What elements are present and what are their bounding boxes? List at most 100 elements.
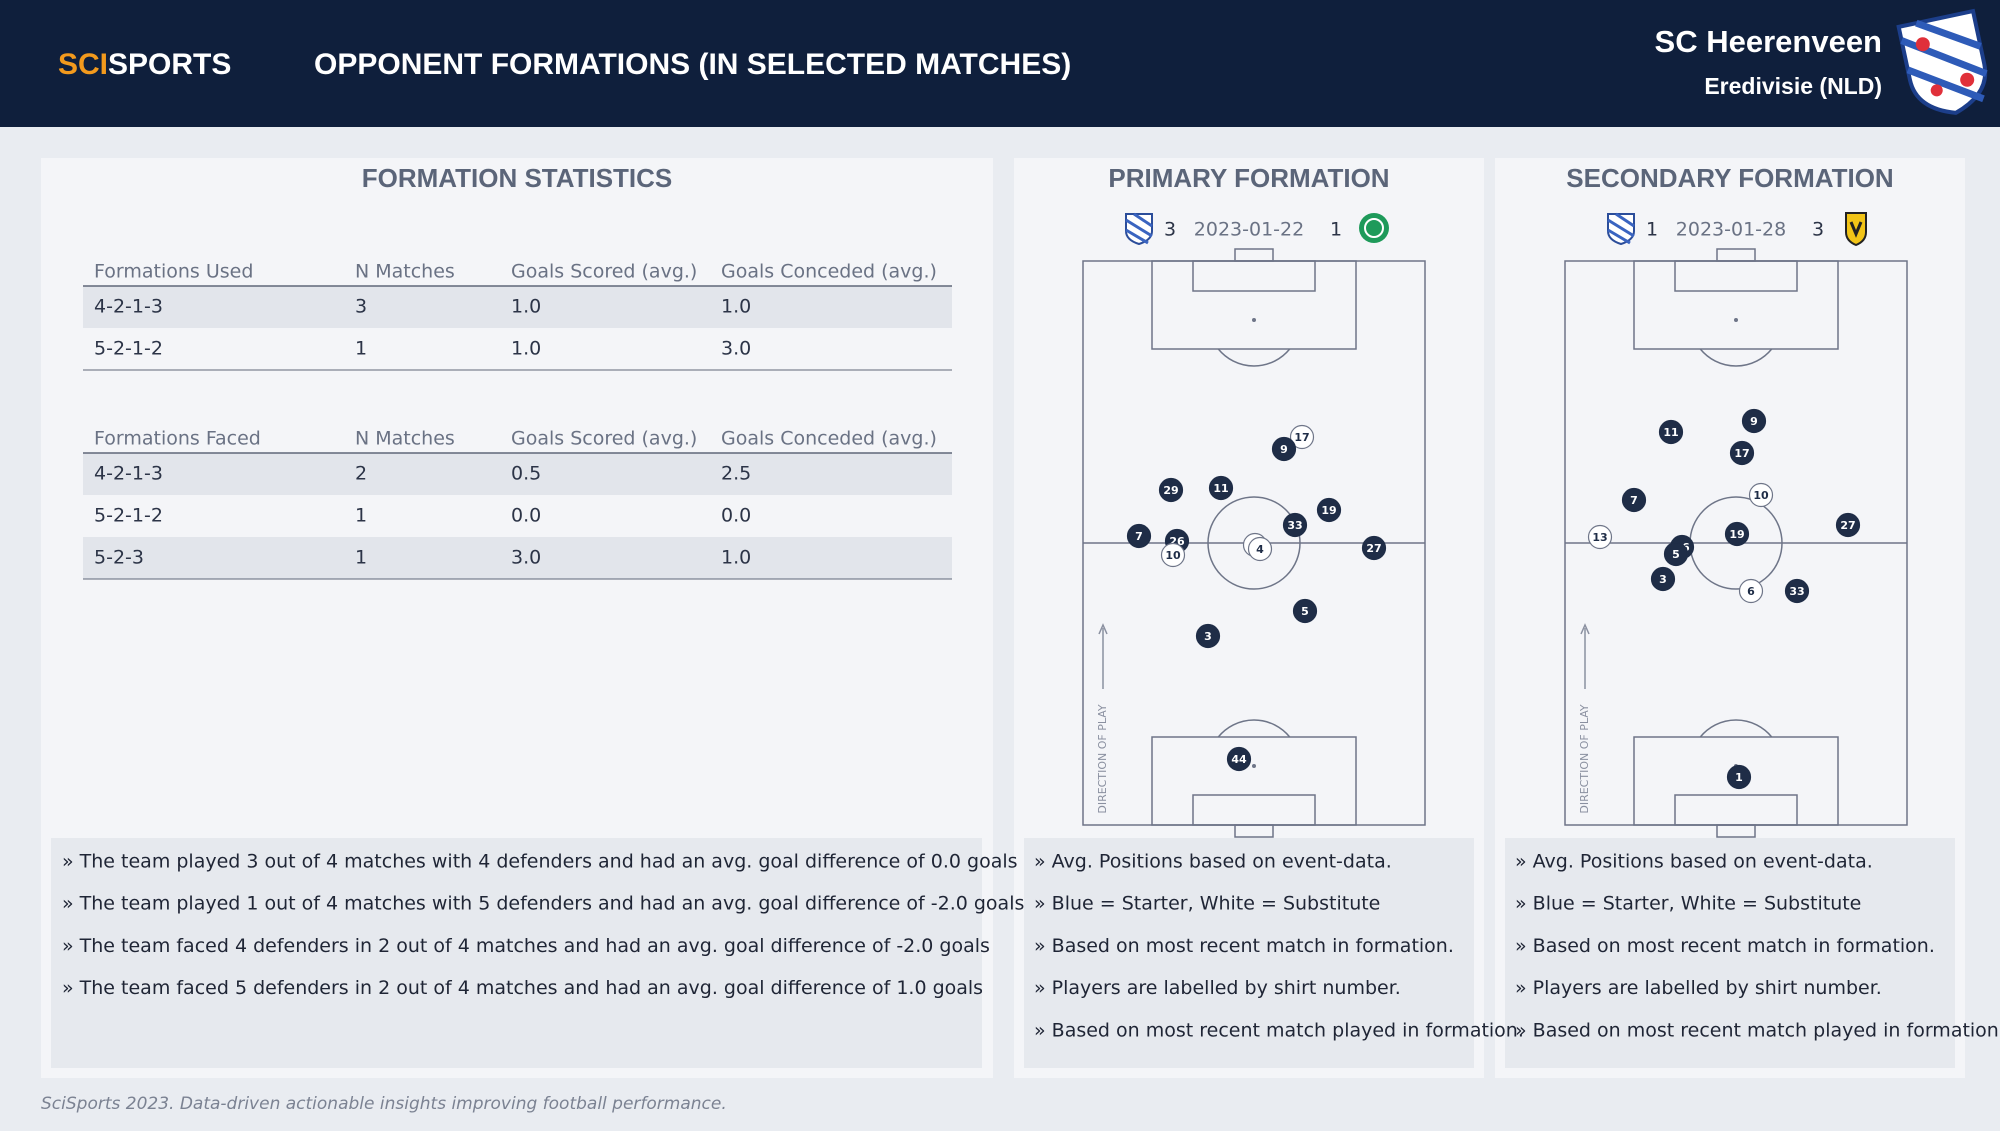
penalty-arc — [1699, 719, 1773, 738]
logo-a: SCI — [58, 48, 108, 81]
goal — [1234, 248, 1274, 262]
table-header: Goals Scored (avg.) — [511, 428, 697, 450]
player-marker: 13 — [1587, 524, 1613, 550]
player-dot — [1729, 440, 1755, 466]
player-dot — [1738, 578, 1764, 604]
score: 1 — [1330, 219, 1342, 241]
player-dot — [1650, 566, 1676, 592]
row-band — [83, 286, 952, 328]
direction-label: DIRECTION OF PLAY — [1578, 704, 1591, 814]
player-marker: 9 — [1271, 436, 1297, 462]
player-number: 5 — [1301, 605, 1309, 618]
player-number: 3 — [1659, 573, 1667, 586]
note: » Based on most recent match in formatio… — [1034, 935, 1454, 957]
goal — [1234, 824, 1274, 838]
player-marker: 9 — [1741, 408, 1767, 434]
note: » Players are labelled by shirt number. — [1034, 977, 1401, 999]
crest-shape — [1845, 212, 1867, 247]
player-dot — [1160, 542, 1186, 568]
player-dot — [1741, 408, 1767, 434]
player-dot — [1621, 487, 1647, 513]
panel-title: SECONDARY FORMATION — [1566, 163, 1893, 193]
match-date: 2023-01-22 — [1194, 219, 1304, 241]
penalty-spot — [1734, 318, 1738, 322]
player-marker: 17 — [1289, 424, 1315, 450]
player-dot — [1316, 497, 1342, 523]
penalty-spot — [1252, 764, 1256, 768]
table-header: N Matches — [355, 428, 455, 450]
player-number: 33 — [1789, 585, 1804, 598]
table-cell: 1.0 — [721, 547, 751, 569]
player-number: 19 — [1729, 528, 1744, 541]
player-dot — [1361, 535, 1387, 561]
player-number: 5 — [1672, 548, 1680, 561]
player-marker: 3 — [1650, 566, 1676, 592]
notes-box — [1505, 838, 1955, 1068]
player-dot — [1835, 512, 1861, 538]
player-marker: 27 — [1835, 512, 1861, 538]
player-dot — [1208, 475, 1234, 501]
player-dot — [1292, 598, 1318, 624]
row-band — [83, 453, 952, 495]
note: » Based on most recent match played in f… — [1034, 1019, 1524, 1041]
player-marker: 4 — [1247, 536, 1273, 562]
panel-title: PRIMARY FORMATION — [1108, 163, 1389, 193]
table-cell: 1 — [355, 505, 367, 527]
table-cell: 1 — [355, 547, 367, 569]
table-header: Formations Used — [94, 261, 253, 283]
player-number: 6 — [1747, 585, 1755, 598]
player-number: 27 — [1366, 542, 1381, 555]
player-dot — [1658, 419, 1684, 445]
player-dot — [1748, 482, 1774, 508]
score: 3 — [1164, 219, 1176, 241]
player-dot — [1271, 436, 1297, 462]
player-number: 9 — [1280, 443, 1288, 456]
note: » Blue = Starter, White = Substitute — [1515, 893, 1861, 915]
player-marker: 19 — [1316, 497, 1342, 523]
player-number: 7 — [1630, 494, 1638, 507]
score: 3 — [1812, 219, 1824, 241]
player-marker: 27 — [1361, 535, 1387, 561]
table-cell: 2 — [355, 463, 367, 485]
direction-label: DIRECTION OF PLAY — [1096, 704, 1109, 814]
header-bar — [0, 0, 2000, 127]
player-dot — [1663, 541, 1689, 567]
note: » Avg. Positions based on event-data. — [1515, 851, 1873, 873]
centre-circle — [1207, 496, 1301, 590]
player-marker: 7 — [1621, 487, 1647, 513]
player-number: 1 — [1735, 771, 1743, 784]
league-name: Eredivisie (NLD) — [1704, 73, 1882, 99]
penalty-spot — [1252, 318, 1256, 322]
player-dot — [1587, 524, 1613, 550]
player-number: 10 — [1753, 489, 1769, 502]
team-name: SC Heerenveen — [1655, 24, 1882, 59]
player-number: 19 — [1321, 504, 1336, 517]
team-crest-icon — [1607, 212, 1635, 246]
player-number: 29 — [1163, 484, 1178, 497]
player-number: 4 — [1256, 543, 1264, 556]
crest-stripe — [1607, 212, 1635, 245]
player-number: 33 — [1287, 519, 1302, 532]
note: » Players are labelled by shirt number. — [1515, 977, 1882, 999]
content: Formations Used N Matches Goals Scored (av… — [62, 212, 2000, 1041]
team-crest — [1896, 8, 1988, 115]
crest-stripe — [1125, 212, 1153, 245]
player-dot — [1158, 477, 1184, 503]
table-cell: 1.0 — [721, 296, 751, 318]
footer: SciSports 2023. Data-driven actionable i… — [41, 1094, 727, 1114]
notes-box — [51, 838, 982, 1068]
player-marker: 7 — [1126, 523, 1152, 549]
table-header: Goals Conceded (avg.) — [721, 261, 937, 283]
note: » Avg. Positions based on event-data. — [1034, 851, 1392, 873]
table-cell: 3.0 — [721, 338, 751, 360]
note: » The team faced 5 defenders in 2 out of… — [62, 977, 983, 999]
player-dot — [1226, 746, 1252, 772]
player-marker: 44 — [1226, 746, 1252, 772]
notes-box — [1024, 838, 1474, 1068]
player-number: 11 — [1213, 482, 1228, 495]
logo: SCISPORTS — [58, 48, 231, 81]
player-marker: 3 — [1195, 623, 1221, 649]
table-header: N Matches — [355, 261, 455, 283]
note: » Blue = Starter, White = Substitute — [1034, 893, 1380, 915]
table-cell: 4-2-1-3 — [94, 463, 163, 485]
